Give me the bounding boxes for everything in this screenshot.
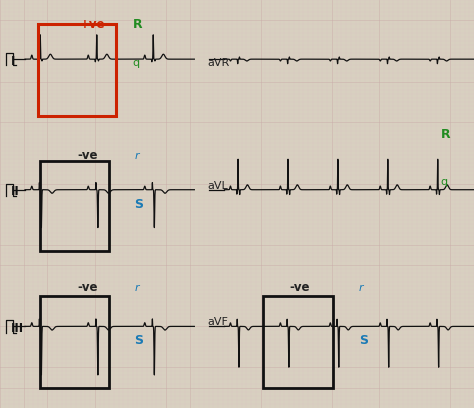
Bar [40, 296, 109, 388]
Text: q: q [133, 58, 140, 68]
Text: r: r [134, 284, 139, 293]
Text: -ve: -ve [77, 281, 98, 294]
Text: III: III [10, 322, 24, 335]
Text: S: S [134, 334, 143, 347]
Bar [40, 161, 109, 251]
Text: q: q [441, 177, 448, 186]
Text: -ve: -ve [289, 281, 310, 294]
Text: aVR: aVR [207, 58, 229, 68]
Bar [38, 24, 116, 116]
Text: aVF: aVF [207, 317, 228, 326]
Text: -ve: -ve [77, 149, 98, 162]
Text: II: II [10, 185, 19, 198]
Text: S: S [359, 334, 368, 347]
Text: R: R [441, 128, 450, 141]
Text: I: I [10, 55, 15, 68]
Text: R: R [133, 18, 142, 31]
Text: r: r [359, 284, 364, 293]
Bar [263, 296, 333, 388]
Text: S: S [134, 197, 143, 211]
Text: r: r [134, 151, 139, 161]
Text: aVL: aVL [207, 181, 228, 191]
Text: +ve: +ve [80, 18, 105, 31]
